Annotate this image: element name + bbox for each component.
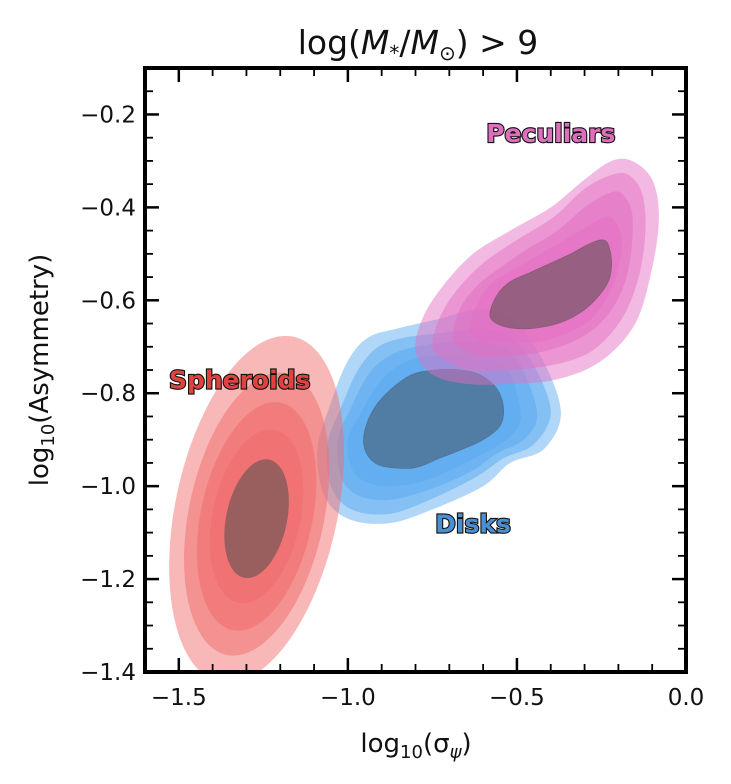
x-tick-label: −1.5 [151,685,207,711]
y-tick-label: −1.2 [80,567,136,593]
x-tick-label: −0.5 [489,685,545,711]
tick-labels: −1.5 −1.0 −0.5 0.0 −0.2 −0.4 −0.6 −0.8 −1.0 −1.2 −… [80,103,704,712]
y-tick-label: −1.0 [80,474,136,500]
group-label-disks: Disks [435,509,511,538]
peculiars-contour-level-5 [489,239,613,330]
spheroids-contours [169,335,345,672]
y-tick-label: −0.2 [80,103,136,129]
group-label-spheroids: Spheroids [169,365,311,394]
group-label-peculiars: Peculiars [486,119,615,148]
peculiars-contours [415,158,659,385]
x-tick-label: −1.0 [320,685,376,711]
spheroids-contour-level-5 [224,459,289,579]
y-tick-label: −1.4 [80,660,136,686]
y-axis-label: log10(Asymmetry) [25,254,59,486]
disks-contour-level-5 [363,369,504,469]
y-tick-label: −0.8 [80,381,136,407]
y-tick-label: −0.4 [80,195,136,221]
plot-area [169,158,659,672]
chart-title: log(M*/M⊙) > 9 [298,23,539,65]
plot-frame [143,66,688,674]
x-tick-label: 0.0 [668,685,705,711]
x-axis-label: log10(σψ) [360,729,471,763]
y-tick-label: −0.6 [80,288,136,314]
